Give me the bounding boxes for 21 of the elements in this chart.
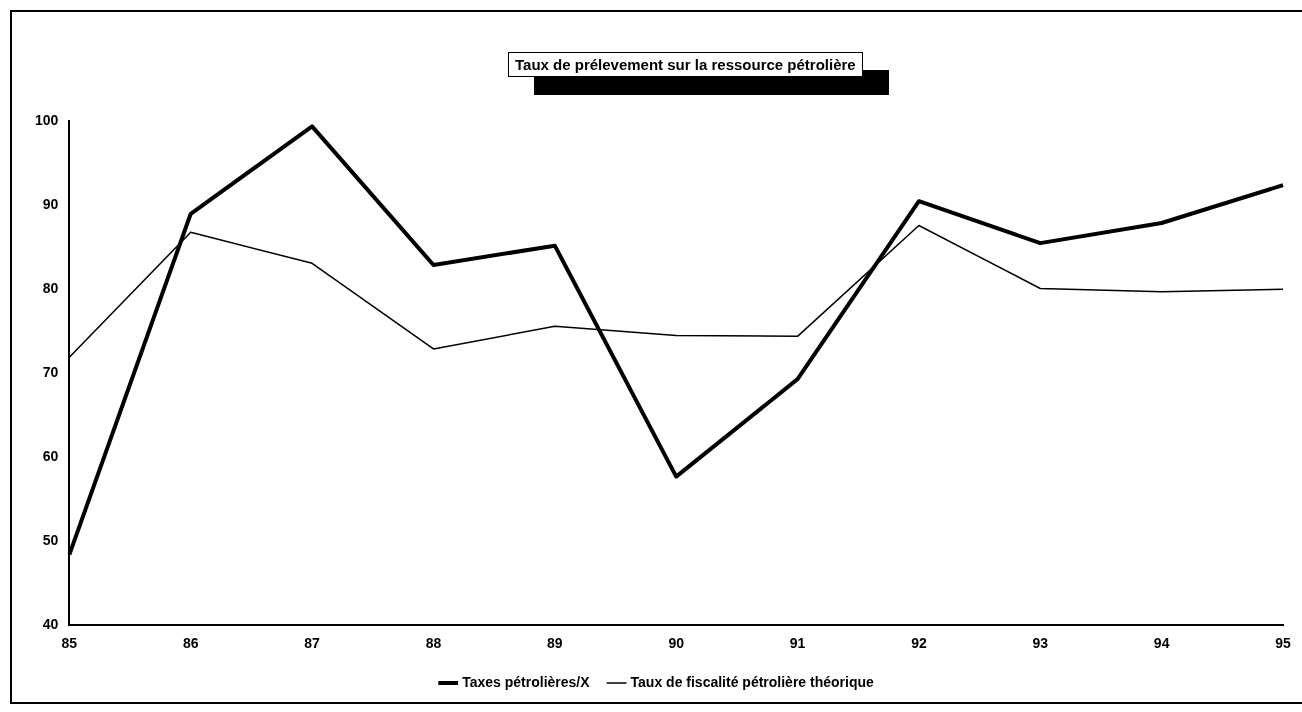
x-tick-label: 91 (789, 635, 806, 652)
x-tick-label: 85 (61, 635, 78, 652)
x-tick-label: 92 (911, 635, 927, 652)
x-tick-label: 86 (182, 635, 199, 652)
y-tick-label: 100 (35, 112, 59, 129)
y-tick-label: 90 (42, 196, 59, 213)
x-tick-label: 95 (1275, 635, 1291, 652)
y-tick-label: 80 (42, 280, 59, 297)
x-tick-label: 94 (1153, 635, 1170, 652)
x-tick-label: 88 (425, 635, 442, 652)
y-tick-label: 60 (42, 448, 59, 465)
y-tick-label: 70 (42, 364, 59, 381)
x-tick-label: 89 (547, 635, 563, 652)
x-tick-label: 90 (668, 635, 685, 652)
x-tick-label: 87 (304, 635, 321, 652)
legend-label: Taux de fiscalité pétrolière théorique (630, 673, 875, 690)
y-tick-label: 40 (42, 616, 59, 633)
y-tick-label: 50 (42, 532, 59, 549)
legend-label: Taxes pétrolières/X (462, 673, 591, 690)
chart-title: Taux de prélevement sur la ressource pétrolière (508, 52, 863, 77)
x-tick-label: 93 (1032, 635, 1049, 652)
